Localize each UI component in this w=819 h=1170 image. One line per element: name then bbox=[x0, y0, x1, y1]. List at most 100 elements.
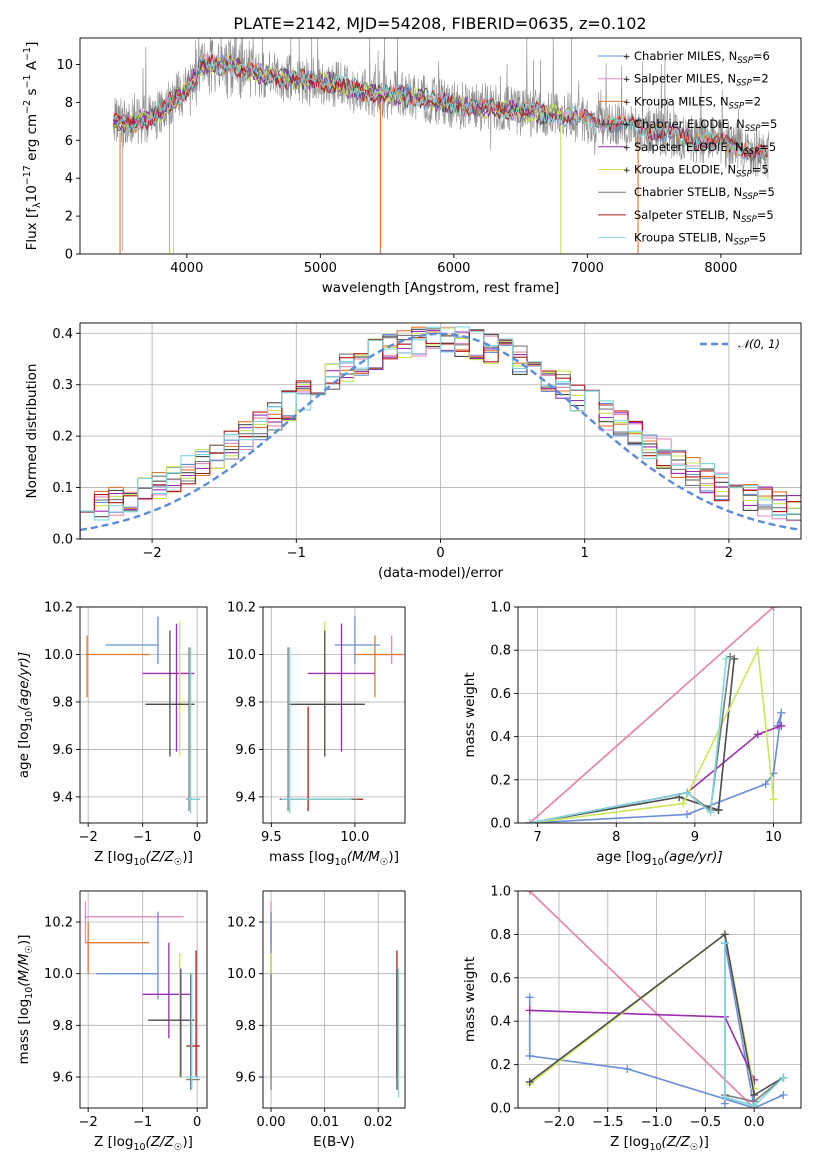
y-tick-label: 0.0 bbox=[490, 817, 511, 832]
plot-area bbox=[279, 616, 405, 814]
legend-label-gaussian: 𝒩(0, 1) bbox=[738, 337, 780, 351]
axes-frame bbox=[79, 606, 208, 824]
y-tick-label: 10.0 bbox=[227, 648, 256, 663]
x-axis-label: Z [log10(Z/Z☉)] bbox=[94, 849, 193, 868]
y-tick-label: 10.2 bbox=[227, 916, 256, 931]
x-axis-label: age [log10(age/yr)] bbox=[596, 849, 722, 868]
y-axis-label: Flux [fλ10−17 erg cm−2 s−1 A−1] bbox=[22, 42, 43, 251]
x-tick-label: −1.0 bbox=[641, 1115, 673, 1130]
weight-point-salpeter-elodie bbox=[753, 730, 762, 739]
x-tick-label: −2 bbox=[79, 830, 98, 845]
y-tick-label: 0 bbox=[65, 248, 73, 263]
weight-point-chabrier-elodie bbox=[714, 806, 723, 815]
weight-point-kroupa-stelib bbox=[779, 1073, 788, 1082]
y-tick-label: 0.2 bbox=[490, 1058, 511, 1073]
y-tick-label: 0.2 bbox=[52, 430, 73, 445]
weight-point-salpeter-elodie bbox=[777, 721, 786, 730]
y-tick-label: 10.2 bbox=[44, 601, 73, 616]
panel-weight-vs-age: 7 8 9 10 0.0 0.2 0.4 0.6 0.8 1.0 age [log10(age/yr… bbox=[462, 601, 802, 868]
legend-label: Chabrier ELODIE, NSSP=5 bbox=[634, 117, 777, 134]
x-tick-label: 8 bbox=[612, 830, 620, 845]
x-tick-label: 7000 bbox=[571, 261, 604, 276]
y-tick-label: 4 bbox=[65, 172, 73, 187]
x-tick-label: 9.5 bbox=[261, 830, 282, 845]
x-axis-label: Z [log10(Z/Z☉)] bbox=[610, 1134, 709, 1153]
y-tick-label: 9.4 bbox=[52, 790, 73, 805]
panel-age-vs-mass: 9.5 10.0 9.4 9.6 9.8 10.0 10.2 mass [log10(M/M☉… bbox=[227, 601, 406, 868]
legend-marker: + bbox=[623, 53, 631, 63]
weight-point-kroupa-stelib bbox=[525, 819, 534, 823]
x-tick-label: 5000 bbox=[304, 261, 337, 276]
panel-spectrum: 4000 5000 6000 7000 8000 0 2 4 6 8 10 wavelength [A… bbox=[22, 37, 802, 296]
y-axis-label: age [log10(age/yr)] bbox=[16, 652, 35, 778]
weight-point-salpeter-elodie bbox=[525, 1006, 534, 1015]
panel-weight-vs-Z: −2.0 −1.5 −1.0 −0.5 0.0 0.0 0.2 0.4 0.6 0.8 1.0 Z [… bbox=[462, 885, 802, 1153]
model-line-chabrier-stelib bbox=[113, 57, 768, 163]
weight-line-chabrier-elodie bbox=[529, 658, 735, 823]
y-tick-label: 10.0 bbox=[44, 967, 73, 982]
axes-frame bbox=[79, 37, 802, 255]
weight-point-kroupa-stelib bbox=[683, 788, 692, 797]
model-line-kroupa-stelib bbox=[113, 55, 768, 157]
legend-label: Kroupa MILES, NSSP=2 bbox=[634, 94, 761, 111]
y-axis-label: mass weight bbox=[462, 957, 478, 1042]
x-tick-label: 0.01 bbox=[310, 1115, 339, 1130]
legend-label: Kroupa STELIB, NSSP=5 bbox=[634, 231, 766, 248]
x-tick-label: 9 bbox=[691, 830, 699, 845]
legend: + Chabrier MILES, NSSP=6+ Salpeter MILES, … bbox=[598, 49, 777, 248]
y-tick-label: 10.0 bbox=[44, 648, 73, 663]
figure-title: PLATE=2142, MJD=54208, FIBERID=0635, z=0… bbox=[233, 14, 646, 33]
legend-label: Salpeter ELODIE, NSSP=5 bbox=[634, 140, 776, 157]
weight-line-salpeter-miles bbox=[529, 607, 775, 823]
weight-point-chabrier-miles bbox=[525, 993, 534, 1002]
model-line-kroupa-miles bbox=[112, 55, 768, 158]
weight-line-chabrier-miles bbox=[528, 942, 784, 1108]
legend-marker: + bbox=[623, 98, 631, 108]
weight-point-kroupa-elodie bbox=[679, 799, 688, 808]
y-tick-label: 0.1 bbox=[52, 481, 73, 496]
weight-point-kroupa-stelib bbox=[750, 1101, 759, 1108]
y-tick-label: 0.0 bbox=[490, 1102, 511, 1117]
model-line-salpeter-elodie bbox=[112, 55, 562, 131]
x-tick-label: −2 bbox=[143, 546, 162, 561]
x-tick-label: 8000 bbox=[704, 261, 737, 276]
panel-residuals: −2 −1 0 1 2 0.0 0.1 0.2 0.3 0.4 (data-model)/error… bbox=[24, 322, 802, 581]
weight-line-salpeter-miles bbox=[529, 891, 755, 1108]
weight-point-chabrier-miles bbox=[777, 708, 786, 717]
y-tick-label: 0.4 bbox=[490, 730, 511, 745]
axes-frame bbox=[517, 890, 802, 1109]
x-tick-label: −1 bbox=[133, 1115, 152, 1130]
x-tick-label: −1 bbox=[287, 546, 306, 561]
y-axis-label: Normed distribution bbox=[24, 364, 40, 499]
x-tick-label: −1.5 bbox=[592, 1115, 624, 1130]
weight-point-chabrier-elodie bbox=[720, 930, 729, 939]
x-tick-label: −2.0 bbox=[543, 1115, 575, 1130]
y-tick-label: 1.0 bbox=[490, 885, 511, 900]
x-tick-label: 0 bbox=[193, 1115, 201, 1130]
panel-mass-vs-Z: −2 −1 0 9.6 9.8 10.0 10.2 Z [log10(Z/Z☉)] mass [… bbox=[16, 890, 208, 1153]
weight-point-salpeter-miles bbox=[769, 607, 778, 611]
weight-point-kroupa-stelib bbox=[722, 654, 731, 663]
y-tick-label: 0.8 bbox=[490, 928, 511, 943]
gaussian-reference-line bbox=[80, 332, 801, 532]
plot-area bbox=[112, 38, 769, 254]
x-tick-label: 1 bbox=[581, 546, 589, 561]
weight-line-kroupa-stelib bbox=[529, 658, 728, 823]
plot-area bbox=[84, 901, 200, 1090]
y-tick-label: 0.6 bbox=[490, 971, 511, 986]
x-tick-label: 4000 bbox=[170, 261, 203, 276]
weight-point-chabrier-miles bbox=[779, 1090, 788, 1099]
y-tick-label: 9.6 bbox=[235, 743, 256, 758]
y-tick-label: 0.0 bbox=[52, 533, 73, 548]
plot-area bbox=[525, 607, 786, 823]
y-tick-label: 8 bbox=[65, 96, 73, 111]
weight-point-kroupa-stelib bbox=[706, 808, 715, 817]
legend-marker: + bbox=[623, 166, 631, 176]
x-tick-label: 0 bbox=[193, 830, 201, 845]
y-tick-label: 10.0 bbox=[227, 967, 256, 982]
plot-area bbox=[270, 901, 400, 1098]
x-tick-label: 0.0 bbox=[744, 1115, 765, 1130]
y-tick-label: 10.2 bbox=[227, 601, 256, 616]
x-tick-label: 10 bbox=[765, 830, 782, 845]
y-tick-label: 9.8 bbox=[235, 1019, 256, 1034]
